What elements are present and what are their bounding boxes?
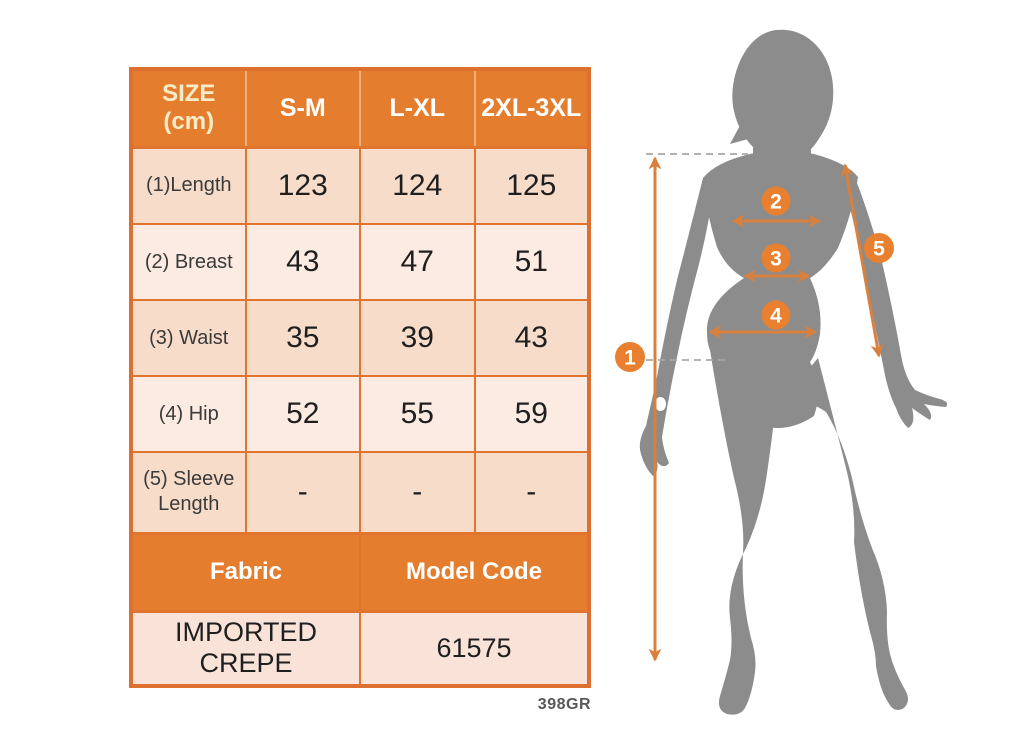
table-footer-value-row: IMPORTED CREPE 61575: [130, 610, 590, 687]
size-value: 43: [473, 299, 590, 377]
table-footer-header-row: Fabric Model Code: [130, 531, 590, 613]
sleeve-arrow: [840, 163, 884, 358]
badge-5-circle: [864, 233, 894, 263]
size-unit-header: SIZE (cm): [130, 68, 246, 149]
table-row-breast: (2) Breast 43 47 51: [130, 223, 590, 301]
size-value: -: [473, 451, 590, 534]
silhouette-right-leg: [782, 358, 908, 710]
badge-1-circle: [615, 342, 645, 372]
fabric-value: IMPORTED CREPE: [130, 610, 361, 687]
size-header-line2: (cm): [163, 108, 215, 136]
badge-2-number: 2: [770, 191, 782, 214]
badge-4-circle: [761, 300, 791, 330]
table-row-sleeve-length: (5) Sleeve Length - - -: [130, 451, 590, 534]
measurement-diagram: 1 2 3 4 5: [615, 29, 948, 715]
table-row-waist: (3) Waist 35 39 43: [130, 299, 590, 377]
badge-1: 1: [615, 342, 645, 372]
table-row-hip: (4) Hip 52 55 59: [130, 375, 590, 453]
size-table: SIZE (cm) S-M L-XL 2XL-3XL (1)Length 123…: [129, 67, 591, 688]
table-header-row: SIZE (cm) S-M L-XL 2XL-3XL: [130, 68, 589, 149]
size-value: 125: [473, 146, 590, 225]
size-value: 47: [359, 223, 476, 301]
column-header-l-xl: L-XL: [359, 68, 475, 149]
badge-5: 5: [864, 233, 894, 263]
size-value: 124: [359, 146, 476, 225]
silhouette-right-arm: [846, 170, 948, 428]
badge-4-number: 4: [770, 305, 782, 328]
row-label: (5) Sleeve Length: [130, 451, 247, 534]
size-value: 35: [244, 299, 361, 377]
size-header-line1: SIZE: [162, 79, 216, 107]
column-header-2xl-3xl: 2XL-3XL: [473, 68, 589, 149]
size-value: 43: [244, 223, 361, 301]
badge-2: 2: [761, 186, 791, 216]
table-row-length: (1)Length 123 124 125: [130, 146, 590, 225]
size-value: -: [244, 451, 361, 534]
weight-note: 398GR: [537, 696, 591, 713]
row-label: (2) Breast: [130, 223, 247, 301]
badge-3-number: 3: [770, 248, 782, 271]
badge-1-number: 1: [624, 347, 636, 370]
size-value: 123: [244, 146, 361, 225]
fabric-header: Fabric: [130, 531, 361, 613]
badge-4: 4: [761, 300, 791, 330]
row-label: (1)Length: [130, 146, 247, 225]
size-value: 55: [359, 375, 476, 453]
silhouette-left-leg: [710, 350, 776, 715]
size-value: 51: [473, 223, 590, 301]
model-code-value: 61575: [359, 610, 590, 687]
badge-5-number: 5: [873, 238, 885, 261]
badge-3: 3: [761, 243, 791, 273]
badge-3-circle: [761, 243, 791, 273]
row-label: (4) Hip: [130, 375, 247, 453]
model-code-header: Model Code: [359, 531, 590, 613]
silhouette-head: [732, 29, 834, 165]
silhouette-left-arm: [639, 178, 712, 476]
row-label: (3) Waist: [130, 299, 247, 377]
size-value: 39: [359, 299, 476, 377]
column-header-s-m: S-M: [244, 68, 360, 149]
badge-2-circle: [761, 186, 791, 216]
size-value: 52: [244, 375, 361, 453]
size-value: -: [359, 451, 476, 534]
woman-silhouette: [639, 29, 948, 715]
size-value: 59: [473, 375, 590, 453]
